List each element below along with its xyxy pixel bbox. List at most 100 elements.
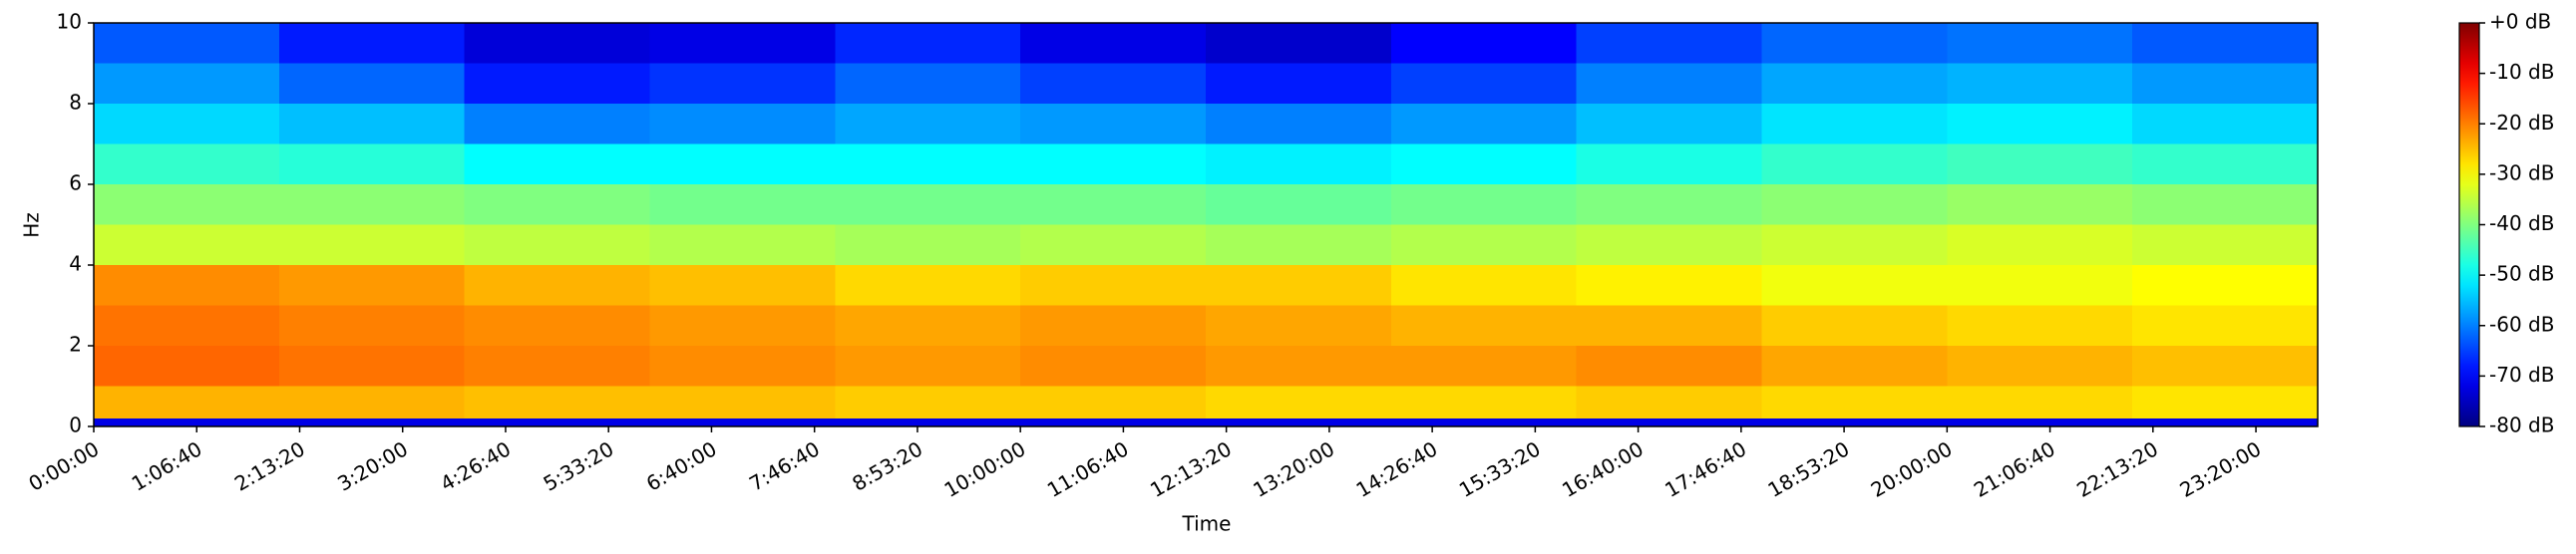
heatmap-cell xyxy=(94,184,279,225)
heatmap-cell xyxy=(1761,224,1948,265)
heatmap-cell xyxy=(1390,23,1577,64)
heatmap-cell xyxy=(1020,417,1206,426)
x-tick-label: 10:00:00 xyxy=(940,436,1030,502)
colorbar-tick-label: -50 dB xyxy=(2489,262,2554,286)
heatmap-cell xyxy=(1576,265,1762,306)
colorbar-tick-label: -80 dB xyxy=(2489,414,2554,437)
colorbar-tick-label: -20 dB xyxy=(2489,111,2554,135)
heatmap-cell xyxy=(1761,104,1948,144)
heatmap-cell xyxy=(464,386,650,418)
x-tick-label: 6:40:00 xyxy=(642,436,721,495)
x-tick-label: 12:13:20 xyxy=(1146,436,1236,502)
heatmap-cell xyxy=(649,184,836,225)
plot-frame xyxy=(93,22,2319,427)
heatmap-cell xyxy=(278,417,465,426)
heatmap-cell xyxy=(1761,346,1948,387)
heatmap-cell xyxy=(1206,346,1391,387)
heatmap-cell xyxy=(464,305,650,346)
heatmap-cell xyxy=(835,63,1021,104)
heatmap-cell xyxy=(1206,104,1391,144)
heatmap-cell xyxy=(1206,386,1391,418)
heatmap-cell xyxy=(1206,265,1391,306)
heatmap-cell xyxy=(2132,63,2318,104)
colorbar xyxy=(2458,22,2480,427)
heatmap-cell xyxy=(835,104,1021,144)
y-tick-label: 2 xyxy=(69,333,82,357)
heatmap-cell xyxy=(649,104,836,144)
heatmap-cell xyxy=(464,104,650,144)
heatmap-cell xyxy=(1390,417,1577,426)
heatmap-cell xyxy=(1947,265,2133,306)
heatmap-cell xyxy=(1576,305,1762,346)
heatmap-cell xyxy=(649,23,836,64)
x-tick-label: 23:20:00 xyxy=(2176,436,2266,502)
heatmap-cell xyxy=(464,143,650,184)
heatmap-cell xyxy=(1020,23,1206,64)
y-tick-label: 0 xyxy=(69,414,82,437)
y-tick-label: 8 xyxy=(69,91,82,115)
heatmap-cell xyxy=(278,63,465,104)
heatmap-cell xyxy=(835,346,1021,387)
x-tick-label: 3:20:00 xyxy=(333,436,412,495)
heatmap-cell xyxy=(1206,63,1391,104)
heatmap-cell xyxy=(1576,143,1762,184)
heatmap-cell xyxy=(278,104,465,144)
heatmap-cell xyxy=(1206,417,1391,426)
heatmap-cell xyxy=(278,305,465,346)
heatmap-cell xyxy=(94,104,279,144)
heatmap-cell xyxy=(2132,417,2318,426)
heatmap-cell xyxy=(94,23,279,64)
heatmap-cell xyxy=(1390,143,1577,184)
heatmap-cell xyxy=(464,417,650,426)
heatmap-cell xyxy=(649,305,836,346)
x-tick-label: 11:06:40 xyxy=(1043,436,1133,502)
heatmap-cell xyxy=(1206,184,1391,225)
y-tick-label: 10 xyxy=(57,10,82,34)
heatmap-cell xyxy=(2132,184,2318,225)
heatmap-cell xyxy=(278,265,465,306)
heatmap-cell xyxy=(464,184,650,225)
x-tick-label: 1:06:40 xyxy=(128,436,206,495)
heatmap-cell xyxy=(649,63,836,104)
x-tick-label: 2:13:20 xyxy=(230,436,309,495)
heatmap-cell xyxy=(94,417,279,426)
heatmap-cell xyxy=(278,143,465,184)
heatmap xyxy=(94,23,2318,426)
heatmap-cell xyxy=(1947,346,2133,387)
heatmap-cell xyxy=(835,23,1021,64)
heatmap-cell xyxy=(2132,23,2318,64)
heatmap-cell xyxy=(2132,104,2318,144)
heatmap-cell xyxy=(94,386,279,418)
heatmap-cell xyxy=(1020,63,1206,104)
heatmap-cell xyxy=(1947,104,2133,144)
heatmap-cell xyxy=(1576,23,1762,64)
heatmap-cell xyxy=(1390,63,1577,104)
x-tick-label: 7:46:40 xyxy=(745,436,824,495)
heatmap-cell xyxy=(278,346,465,387)
heatmap-cell xyxy=(1020,224,1206,265)
heatmap-cell xyxy=(1947,23,2133,64)
x-tick-label: 14:26:40 xyxy=(1352,436,1442,502)
heatmap-cell xyxy=(1390,184,1577,225)
heatmap-cell xyxy=(1761,265,1948,306)
heatmap-cell xyxy=(1576,184,1762,225)
colorbar-tick-label: -10 dB xyxy=(2489,60,2554,84)
heatmap-cell xyxy=(1576,386,1762,418)
x-tick-label: 20:00:00 xyxy=(1867,436,1957,502)
heatmap-cell xyxy=(2132,305,2318,346)
heatmap-cell xyxy=(1020,265,1206,306)
heatmap-cell xyxy=(1947,143,2133,184)
colorbar-tick-label: +0 dB xyxy=(2489,10,2551,34)
heatmap-cell xyxy=(1947,63,2133,104)
heatmap-cell xyxy=(464,23,650,64)
heatmap-cell xyxy=(278,184,465,225)
heatmap-cell xyxy=(2132,143,2318,184)
heatmap-cell xyxy=(1020,346,1206,387)
x-tick-label: 0:00:00 xyxy=(24,436,103,495)
x-tick-label: 15:33:20 xyxy=(1455,436,1545,502)
heatmap-cell xyxy=(2132,386,2318,418)
heatmap-cell xyxy=(94,305,279,346)
heatmap-cell xyxy=(1576,417,1762,426)
heatmap-cell xyxy=(1390,346,1577,387)
x-tick-label: 4:26:40 xyxy=(436,436,515,495)
